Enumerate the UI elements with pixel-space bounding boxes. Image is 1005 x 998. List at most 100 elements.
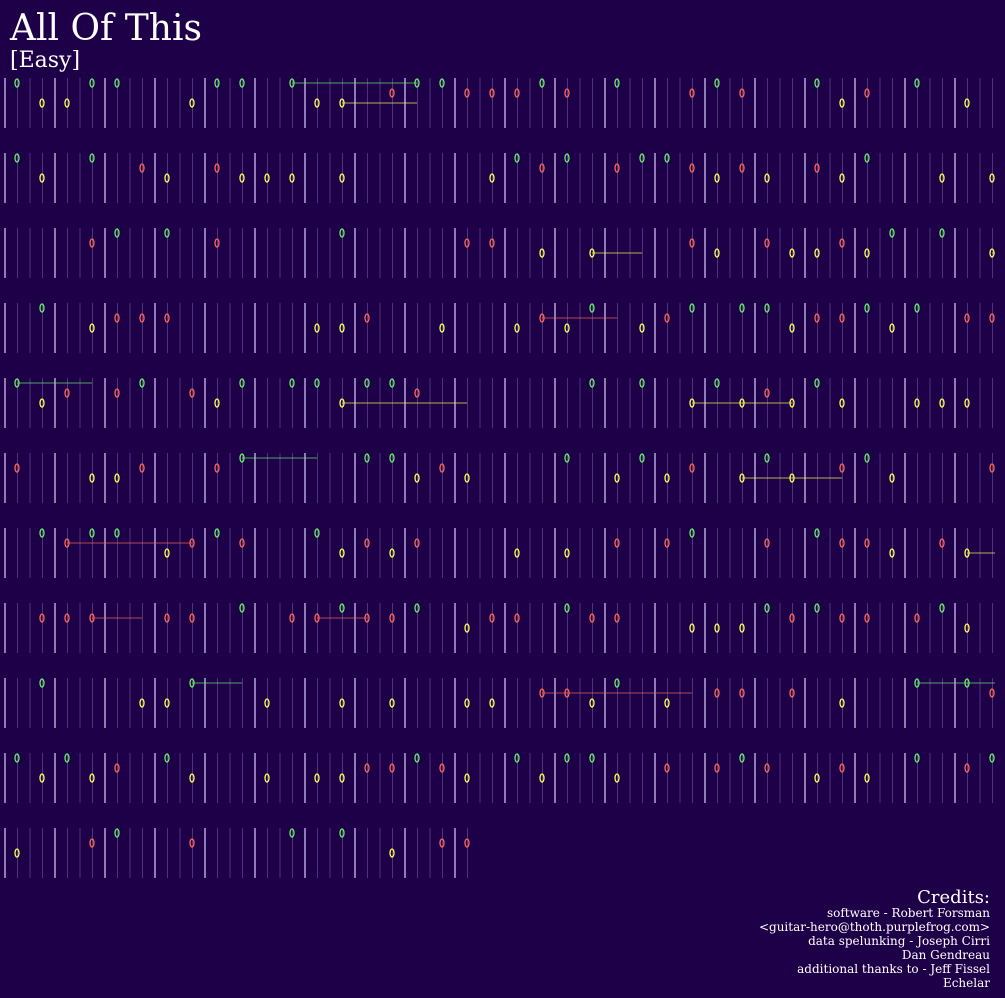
- note: [839, 763, 845, 773]
- note: [14, 848, 20, 858]
- note: [739, 473, 745, 483]
- note: [639, 453, 645, 463]
- note: [189, 678, 195, 688]
- note: [339, 698, 345, 708]
- note: [364, 378, 370, 388]
- note: [214, 78, 220, 88]
- note: [989, 753, 995, 763]
- note: [289, 378, 295, 388]
- note: [864, 153, 870, 163]
- note: [314, 378, 320, 388]
- note: [714, 623, 720, 633]
- note: [714, 688, 720, 698]
- note: [439, 323, 445, 333]
- note: [614, 773, 620, 783]
- note: [264, 173, 270, 183]
- note: [414, 78, 420, 88]
- note: [114, 828, 120, 838]
- note: [339, 828, 345, 838]
- note: [239, 453, 245, 463]
- note: [39, 773, 45, 783]
- note: [764, 763, 770, 773]
- note: [14, 153, 20, 163]
- note: [214, 398, 220, 408]
- note: [864, 613, 870, 623]
- note: [439, 78, 445, 88]
- difficulty: [Easy]: [10, 48, 80, 73]
- note: [164, 228, 170, 238]
- note: [439, 838, 445, 848]
- note: [214, 463, 220, 473]
- note: [214, 528, 220, 538]
- note: [239, 603, 245, 613]
- note: [139, 378, 145, 388]
- note: [464, 88, 470, 98]
- note: [364, 763, 370, 773]
- note: [89, 613, 95, 623]
- note: [139, 463, 145, 473]
- note: [989, 313, 995, 323]
- note: [789, 473, 795, 483]
- note: [189, 538, 195, 548]
- note: [414, 603, 420, 613]
- note: [564, 323, 570, 333]
- note: [564, 603, 570, 613]
- note: [914, 678, 920, 688]
- note: [814, 773, 820, 783]
- note: [714, 248, 720, 258]
- note: [539, 78, 545, 88]
- note: [889, 228, 895, 238]
- note: [464, 773, 470, 783]
- staff-rows: [4, 78, 995, 878]
- note: [89, 153, 95, 163]
- note: [739, 623, 745, 633]
- note: [614, 473, 620, 483]
- note: [764, 388, 770, 398]
- note: [839, 98, 845, 108]
- note: [289, 78, 295, 88]
- credit-line: <guitar-hero@thoth.purplefrog.com>: [759, 920, 990, 934]
- note: [639, 323, 645, 333]
- note: [789, 398, 795, 408]
- note: [664, 153, 670, 163]
- note: [864, 453, 870, 463]
- note: [589, 613, 595, 623]
- note: [114, 763, 120, 773]
- note: [164, 548, 170, 558]
- note: [389, 848, 395, 858]
- note: [189, 838, 195, 848]
- note: [914, 613, 920, 623]
- note: [839, 538, 845, 548]
- note: [964, 763, 970, 773]
- note: [414, 753, 420, 763]
- note: [689, 163, 695, 173]
- note: [664, 698, 670, 708]
- note: [89, 323, 95, 333]
- note: [239, 173, 245, 183]
- note: [489, 88, 495, 98]
- note: [839, 463, 845, 473]
- note: [89, 238, 95, 248]
- note: [64, 753, 70, 763]
- note: [714, 173, 720, 183]
- note: [389, 378, 395, 388]
- song-title: All Of This: [9, 8, 202, 49]
- note: [814, 313, 820, 323]
- note: [89, 473, 95, 483]
- note: [689, 88, 695, 98]
- note: [739, 88, 745, 98]
- note: [839, 613, 845, 623]
- note: [139, 313, 145, 323]
- note: [289, 173, 295, 183]
- note: [639, 378, 645, 388]
- note: [264, 698, 270, 708]
- note: [939, 228, 945, 238]
- note: [789, 323, 795, 333]
- note: [164, 173, 170, 183]
- note: [614, 613, 620, 623]
- note: [539, 163, 545, 173]
- note: [539, 688, 545, 698]
- note: [389, 548, 395, 558]
